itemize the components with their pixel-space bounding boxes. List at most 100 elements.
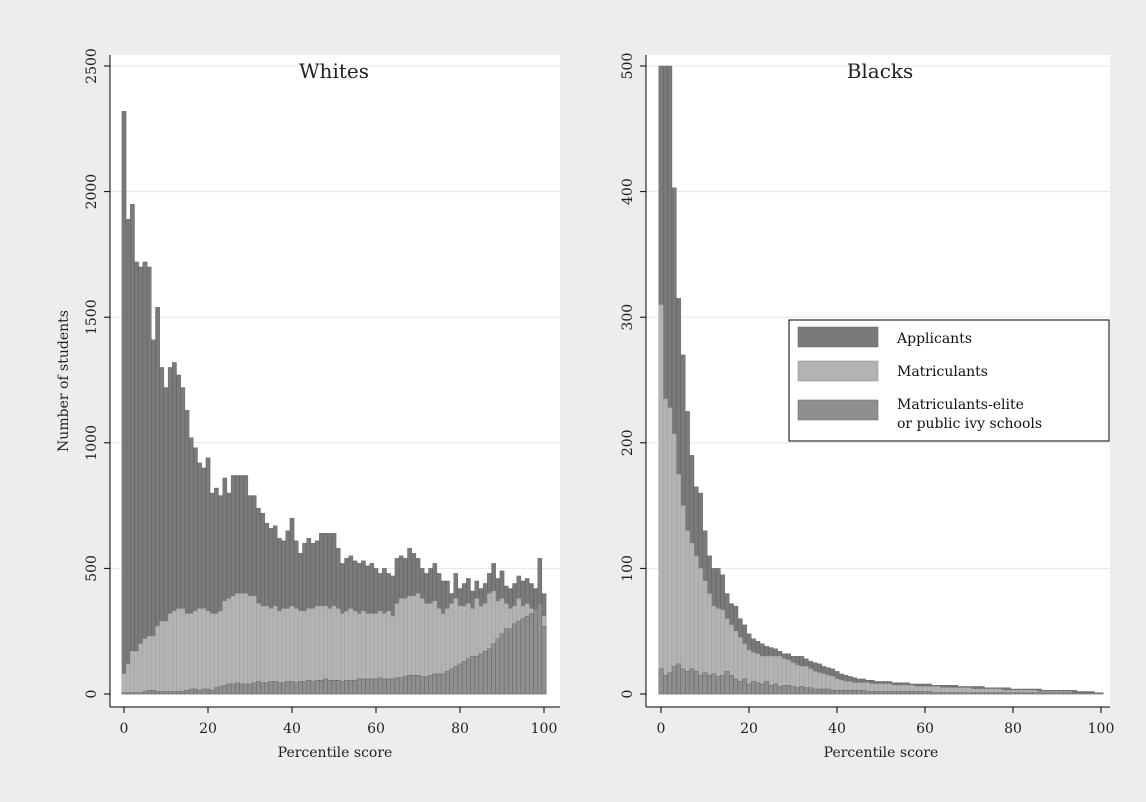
bar-matriculants <box>680 505 686 695</box>
bar-matriculants-elite <box>407 674 412 695</box>
bar-matriculants-elite <box>1050 692 1055 695</box>
bar-matriculants-elite <box>887 691 893 695</box>
bar-matriculants-elite <box>768 685 774 695</box>
y-tick-label: 2500 <box>84 48 100 84</box>
bar-matriculants-elite <box>839 690 844 695</box>
bar-matriculants-elite <box>335 680 341 695</box>
bar-matriculants-elite <box>834 690 840 695</box>
bar-matriculants <box>281 608 286 695</box>
bar-matriculants-elite <box>667 672 673 695</box>
y-tick-label: 1500 <box>84 299 100 335</box>
bar-matriculants <box>138 643 144 695</box>
bar-matriculants-elite <box>799 686 805 695</box>
bar-matriculants-elite <box>918 691 923 695</box>
bar-matriculants-elite <box>247 683 253 695</box>
bar-matriculants-elite <box>658 668 664 695</box>
bar-matriculants-elite <box>852 690 857 695</box>
bar-matriculants-elite <box>512 623 517 695</box>
bar-matriculants-elite <box>449 668 454 695</box>
bar-matriculants-elite <box>323 678 328 695</box>
bar-applicants <box>138 266 144 695</box>
y-tick-label: 400 <box>620 178 636 205</box>
bar-matriculants-elite <box>209 690 215 695</box>
bar-matriculants <box>256 603 261 695</box>
bar-matriculants-elite <box>256 681 261 695</box>
legend-label-matriculants-elite-line1: Matriculants-elite <box>897 397 1024 413</box>
bar-matriculants-elite <box>214 687 219 695</box>
panel-title-whites: Whites <box>299 59 369 83</box>
bar-matriculants-elite <box>874 691 879 695</box>
bar-matriculants-elite <box>1028 692 1033 695</box>
bar-matriculants-elite <box>193 688 198 695</box>
bar-matriculants-elite <box>172 691 177 695</box>
bar-applicants <box>125 219 131 695</box>
bar-matriculants-elite <box>461 661 467 695</box>
bar-matriculants-elite <box>159 691 165 695</box>
bar-matriculants <box>151 636 156 695</box>
bar-matriculants <box>209 613 215 695</box>
x-tick-label: 60 <box>367 721 385 737</box>
bar-matriculants-elite <box>293 682 299 695</box>
bar-matriculants-elite <box>369 678 375 695</box>
bar-matriculants-elite <box>268 681 274 695</box>
legend-label-applicants: Applicants <box>896 331 972 347</box>
bars-whites <box>121 111 547 695</box>
bar-matriculants-elite <box>415 674 421 695</box>
axes-whites: 0 500 1000 1500 2000 2500 0 20 40 60 80 100 <box>84 48 560 737</box>
bar-matriculants <box>293 608 299 695</box>
bar-matriculants-elite <box>503 628 509 695</box>
bar-matriculants-elite <box>1006 692 1011 695</box>
x-tick-label: 20 <box>740 721 758 737</box>
bar-matriculants-elite <box>733 678 739 695</box>
bar-matriculants-elite <box>878 691 884 695</box>
bar-matriculants-elite <box>319 680 324 695</box>
bar-matriculants-elite <box>856 690 862 695</box>
bar-matriculants-elite <box>786 685 791 695</box>
bar-matriculants-elite <box>927 691 932 695</box>
bar-matriculants-elite <box>773 683 778 695</box>
bar-matriculants-elite <box>327 680 333 695</box>
bar-matriculants-elite <box>1085 692 1091 695</box>
bar-matriculants <box>176 608 181 695</box>
bar-matriculants-elite <box>445 671 450 695</box>
bar-matriculants <box>277 610 282 695</box>
bar-matriculants <box>125 663 131 695</box>
bar-matriculants <box>121 673 127 695</box>
bar-matriculants-elite <box>993 692 998 695</box>
bar-matriculants-elite <box>883 691 888 695</box>
bar-matriculants <box>667 407 673 695</box>
bar-matriculants-elite <box>803 687 809 695</box>
bar-matriculants <box>197 608 202 695</box>
bar-matriculants-elite <box>281 682 286 695</box>
y-axis-label-whites: Number of students <box>56 310 72 452</box>
bar-matriculants-elite <box>966 692 972 695</box>
bar-matriculants-elite <box>1032 692 1038 695</box>
bar-matriculants-elite <box>940 692 945 695</box>
bar-matriculants-elite <box>167 691 173 695</box>
bar-matriculants <box>285 608 291 695</box>
bar-matriculants-elite <box>419 676 425 695</box>
x-tick-label: 60 <box>916 721 934 737</box>
bar-matriculants-elite <box>729 674 734 695</box>
bar-matriculants-elite <box>184 690 190 695</box>
bar-matriculants <box>184 613 190 695</box>
bar-matriculants <box>685 530 690 695</box>
bar-matriculants-elite <box>755 682 761 695</box>
bar-matriculants-elite <box>260 682 265 695</box>
bar-matriculants-elite <box>440 673 446 695</box>
y-tick-label: 500 <box>84 555 100 582</box>
bar-matriculants <box>214 613 219 695</box>
bar-matriculants-elite <box>125 692 131 695</box>
bar-matriculants-elite <box>403 676 408 695</box>
bar-matriculants-elite <box>909 691 915 695</box>
x-tick-label: 100 <box>1088 721 1115 737</box>
bar-matriculants-elite <box>197 690 202 695</box>
bar-matriculants-elite <box>176 691 181 695</box>
bar-matriculants-elite <box>361 678 366 695</box>
bar-matriculants-elite <box>817 688 822 695</box>
bar-matriculants-elite <box>520 618 526 695</box>
bar-matriculants-elite <box>997 692 1003 695</box>
bar-matriculants-elite <box>516 620 522 695</box>
bar-matriculants-elite <box>428 674 433 695</box>
panel-title-blacks: Blacks <box>847 59 914 83</box>
